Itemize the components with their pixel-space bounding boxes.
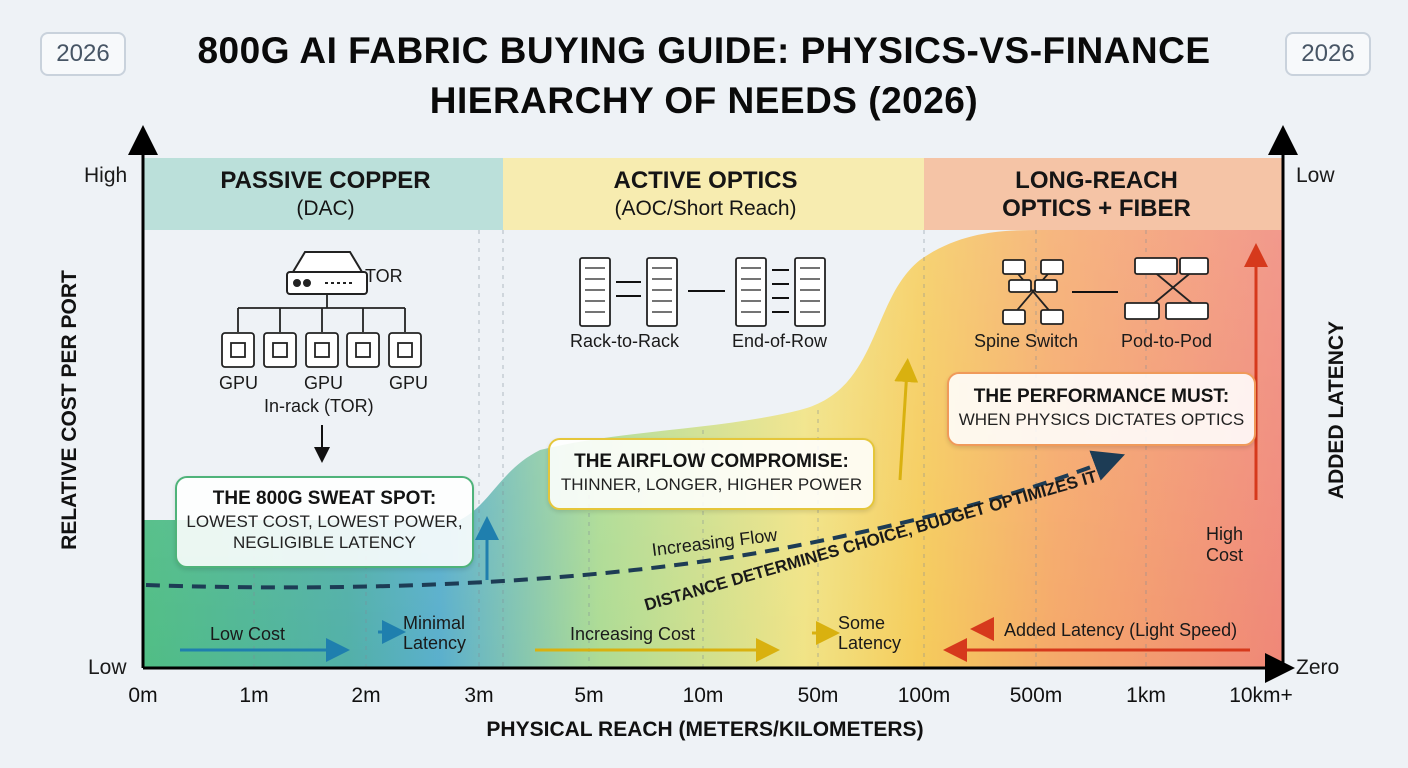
pod-icon (1124, 257, 1209, 320)
x-tick-0m: 0m (128, 684, 158, 707)
x-tick-3m: 3m (464, 684, 494, 707)
end-of-row-label: End-of-Row (732, 331, 828, 351)
zone-optics-subtitle: (AOC/Short Reach) (614, 197, 797, 220)
rack-icons (579, 257, 826, 327)
callout-performance-line1: WHEN PHYSICS DICTATES OPTICS (958, 410, 1245, 429)
left-axis-low: Low (88, 656, 127, 679)
year-badge-left: 2026 (40, 32, 126, 76)
zone-longreach-title: LONG-REACH (1015, 167, 1178, 194)
right-axis-low: Zero (1296, 656, 1340, 679)
zone-band-longreach (924, 158, 1283, 230)
gpu-label-1: GPU (219, 373, 259, 393)
gpu-label-3: GPU (389, 373, 429, 393)
high-cost-label-2: Cost (1206, 545, 1244, 565)
year-badge-right: 2026 (1285, 32, 1371, 76)
x-tick-2m: 2m (351, 684, 381, 707)
rack-link-arrows (616, 269, 789, 313)
some-latency-label-2: Latency (838, 633, 902, 653)
callout-sweet-spot: THE 800G SWEAT SPOT: LOWEST COST, LOWEST… (175, 476, 474, 568)
zone-copper-subtitle: (DAC) (296, 197, 355, 220)
optics-up-arrow (894, 358, 919, 481)
zone-band-copper (143, 158, 503, 230)
title-line-1: 800G AI FABRIC BUYING GUIDE: PHYSICS-VS-… (197, 30, 1211, 71)
right-axis-title: ADDED LATENCY (1325, 320, 1348, 500)
x-tick-1km: 1km (1126, 684, 1166, 707)
some-latency-label-1: Some (838, 613, 886, 633)
callout-performance-heading: THE PERFORMANCE MUST: (973, 386, 1230, 407)
callout-sweet-spot-line1: LOWEST COST, LOWEST POWER, (186, 512, 463, 531)
callout-airflow: THE AIRFLOW COMPROMISE: THINNER, LONGER,… (548, 438, 875, 510)
tor-links (237, 294, 406, 332)
zone-band-optics (503, 158, 924, 230)
spine-switch-icon (1002, 259, 1064, 325)
x-tick-10km: 10km+ (1229, 684, 1293, 707)
x-tick-100m: 100m (897, 684, 951, 707)
zone-longreach-subtitle: OPTICS + FIBER (1002, 195, 1191, 222)
x-tick-1m: 1m (239, 684, 269, 707)
zone-optics-title: ACTIVE OPTICS (613, 167, 798, 194)
left-axis-high: High (84, 164, 128, 187)
x-tick-10m: 10m (682, 684, 724, 707)
pod-to-pod-label: Pod-to-Pod (1121, 331, 1213, 351)
added-latency-label: Added Latency (Light Speed) (1004, 620, 1238, 640)
x-tick-50m: 50m (797, 684, 839, 707)
right-axis-high: Low (1296, 164, 1335, 187)
spine-switch-label: Spine Switch (974, 331, 1079, 351)
in-rack-caption: In-rack (TOR) (264, 396, 374, 416)
rack-to-rack-label: Rack-to-Rack (570, 331, 680, 351)
x-axis-title: PHYSICAL REACH (METERS/KILOMETERS) (486, 718, 924, 741)
increasing-cost-label: Increasing Cost (570, 624, 696, 644)
zone-copper-title: PASSIVE COPPER (220, 167, 431, 194)
tor-label: TOR (365, 266, 403, 286)
callout-sweet-spot-heading: THE 800G SWEAT SPOT: (212, 488, 437, 509)
title-line-2: HIERARCHY OF NEEDS (2026) (429, 80, 979, 121)
callout-sweet-spot-line2: NEGLIGIBLE LATENCY (233, 533, 416, 552)
left-axis-title: RELATIVE COST PER PORT (58, 270, 81, 550)
callout-airflow-heading: THE AIRFLOW COMPROMISE: (574, 451, 849, 472)
high-cost-label-1: High (1206, 524, 1244, 544)
trend-curve (145, 450, 1125, 590)
minimal-latency-label-1: Minimal (403, 613, 466, 633)
gpu-card-icons (221, 332, 422, 368)
callout-airflow-line1: THINNER, LONGER, HIGHER POWER (560, 475, 863, 494)
low-cost-label: Low Cost (210, 624, 286, 644)
x-tick-5m: 5m (574, 684, 604, 707)
callout-performance: THE PERFORMANCE MUST: WHEN PHYSICS DICTA… (947, 372, 1256, 446)
rack-slots (585, 267, 820, 313)
x-tick-500m: 500m (1009, 684, 1063, 707)
gpu-label-2: GPU (304, 373, 344, 393)
tor-switch-icon (286, 251, 368, 295)
minimal-latency-label-2: Latency (403, 633, 467, 653)
